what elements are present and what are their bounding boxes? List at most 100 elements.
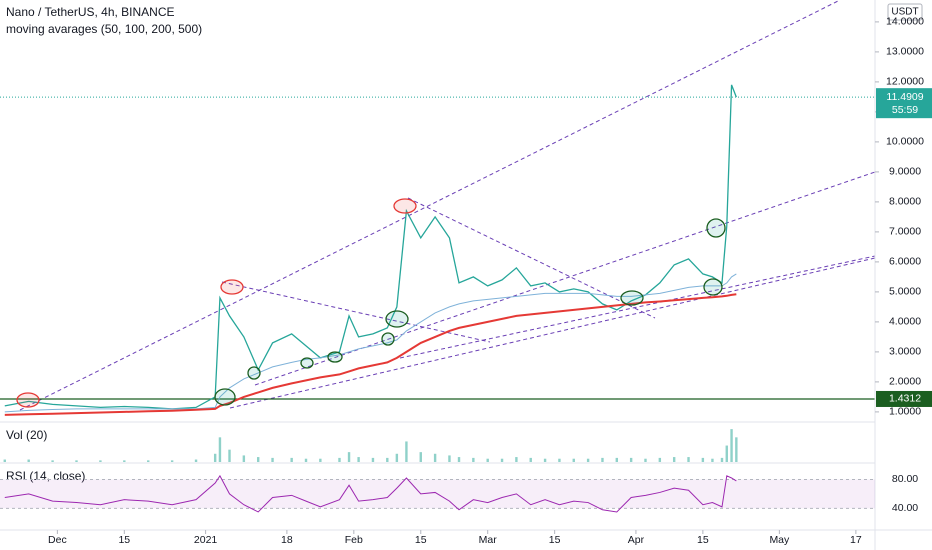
volume-bar [687,457,690,462]
volume-bar [405,441,408,462]
y-tick-label: 10.0000 [886,136,924,148]
volume-bar [457,457,461,462]
volume-bar [720,457,724,462]
chart-subtitle: moving avarages (50, 100, 200, 500) [6,22,202,36]
highlight-circle [393,198,417,214]
highlight-circle [214,388,236,406]
x-tick-label: Apr [628,534,645,546]
trend-line [19,0,841,411]
x-tick-label: 17 [850,534,862,546]
volume-bar [572,458,575,462]
last-price-badge [876,88,932,119]
x-tick-label: 15 [697,534,709,546]
volume-bar [644,458,647,462]
x-tick-label: Feb [345,534,363,546]
x-tick-label: 18 [281,534,293,546]
volume-bar [218,437,222,462]
volume-bar [730,429,733,462]
volume-bar [194,459,198,462]
price-line [4,273,737,413]
volume-bar [99,460,102,462]
last-price-label: 11.4909 [886,91,923,103]
volume-bar [725,445,728,462]
volume-bar [419,452,422,462]
volume-bar [347,452,351,462]
currency-label: USDT [891,7,918,18]
price-line [4,293,737,416]
volume-bar [658,457,662,462]
currency-badge[interactable] [887,3,923,21]
volume-bar [27,459,30,462]
price-line [4,84,737,410]
volume-bar [256,457,260,462]
volume-bar [711,458,714,462]
x-tick-label: May [769,534,790,546]
volume-bar [515,457,518,462]
volume-bar [448,455,451,462]
highlight-circle [381,332,395,346]
volume-bar [500,458,504,462]
volume-bar [290,457,293,462]
volume-bar [672,457,676,462]
volume-title: Vol (20) [6,428,47,442]
y-tick-label: 6.0000 [889,256,921,268]
y-tick-label: 1.0000 [889,406,921,418]
plot-area [0,84,875,416]
trend-line [221,281,491,343]
volume-bar [319,458,322,462]
volume-bar [586,458,590,462]
y-tick-label: 2.0000 [889,376,921,388]
highlight-circle [220,279,244,295]
volume-bar [75,460,78,462]
y-tick-label: 14.0000 [886,16,924,28]
highlight-circle [706,218,726,238]
volume-bar [529,457,532,462]
highlight-circle [703,278,723,296]
y-tick-label: 7.0000 [889,226,921,238]
x-tick-label: 2021 [194,534,218,546]
y-tick-label: 8.0000 [889,196,921,208]
highlight-circle [16,392,40,408]
volume-bar [701,457,705,462]
volume-bar [543,458,547,462]
y-tick-label: 9.0000 [889,166,921,178]
volume-bar [3,459,6,462]
y-tick-label: 3.0000 [889,346,921,358]
volume-bar [486,458,489,462]
volume-bar [601,457,604,462]
highlight-circle [620,290,644,306]
support-label: 1.4312 [889,393,921,405]
trend-line [399,255,876,359]
volume-bar [357,457,360,462]
volume-bar [433,453,437,462]
volume-bar [338,457,341,462]
annotations [16,198,726,408]
x-tick-label: 15 [415,534,427,546]
volume-bar [472,457,475,462]
y-tick-label: 5.0000 [889,286,921,298]
x-tick-label: Mar [479,534,498,546]
trend-line [407,197,656,319]
volume-bar [213,453,217,462]
volume-bar [735,437,738,462]
volume-bar [629,457,633,462]
y-tick-label: 13.0000 [886,46,924,58]
volume-bar [51,460,54,462]
rsi-tick-label: 80.00 [892,473,918,485]
highlight-circle [300,357,314,369]
volume-bar [271,457,274,462]
volume-bar [170,460,174,462]
y-tick-label: 12.0000 [886,76,924,88]
rsi-tick-label: 40.00 [892,502,918,514]
highlight-circle [247,366,261,380]
highlight-circle [327,351,343,363]
volume-bar [371,457,375,462]
chart-title: Nano / TetherUS, 4h, BINANCE [6,5,175,19]
highlight-circle [385,310,409,328]
last-price-timer: 55:59 [892,104,918,116]
volume-bar [304,458,308,462]
trend-lines [19,0,876,411]
support-badge [876,390,932,407]
